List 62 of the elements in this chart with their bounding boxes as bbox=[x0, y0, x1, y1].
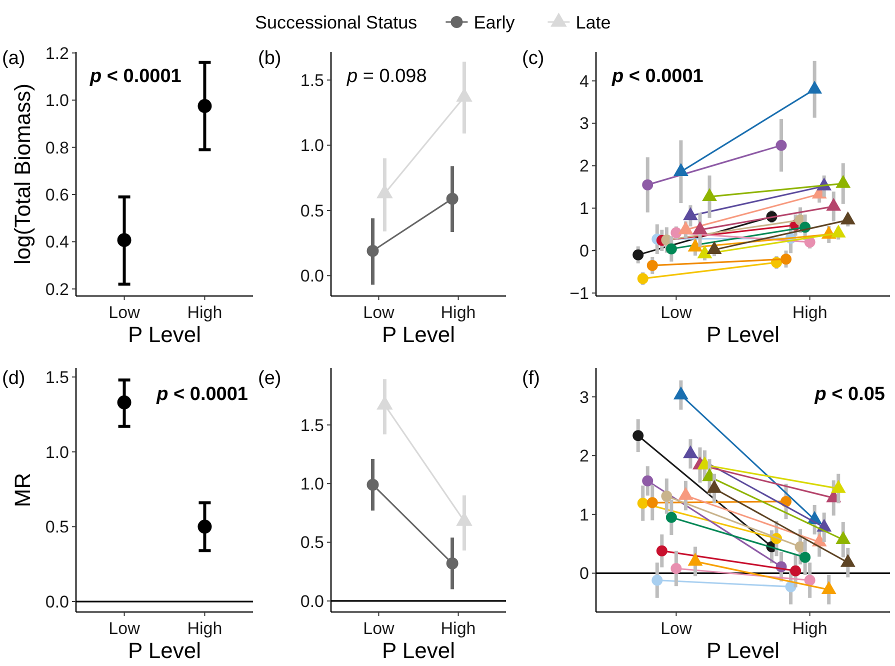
annotation: p < 0.0001 bbox=[611, 66, 704, 87]
x-tick-label: High bbox=[187, 619, 222, 638]
text: (f) bbox=[522, 368, 540, 389]
y-axis-title: MR bbox=[10, 472, 35, 508]
y-tick-label: 1.5 bbox=[300, 416, 324, 435]
x-tick-label: High bbox=[792, 619, 828, 638]
y-tick-label: 3 bbox=[580, 114, 589, 134]
x-axis-title: P Level bbox=[382, 322, 455, 347]
text: (e) bbox=[258, 368, 282, 389]
annotation: p < 0.0001 bbox=[156, 384, 248, 405]
y-tick-label: 0.6 bbox=[45, 185, 69, 204]
y-tick-label: 0.0 bbox=[300, 592, 324, 611]
text: (d) bbox=[2, 368, 26, 389]
y-tick-label: 1 bbox=[580, 199, 589, 218]
annotation: p < 0.05 bbox=[814, 384, 886, 405]
x-axis-title: P Level bbox=[382, 638, 455, 663]
y-tick-label: 0.0 bbox=[45, 592, 69, 612]
y-tick-label: 0.5 bbox=[300, 201, 324, 220]
legend-label: Early bbox=[474, 12, 515, 32]
x-tick-label: High bbox=[440, 303, 476, 322]
y-tick-label: 1.5 bbox=[45, 368, 69, 387]
x-tick-label: Low bbox=[108, 619, 141, 638]
y-tick-label: 0.2 bbox=[45, 280, 69, 299]
y-tick-label: 0.0 bbox=[300, 266, 324, 286]
y-tick-label: 1.0 bbox=[300, 474, 324, 494]
y-tick-label: 1 bbox=[580, 505, 589, 524]
x-tick-label: Low bbox=[660, 619, 692, 638]
y-tick-label: 2 bbox=[580, 446, 589, 466]
x-tick-label: High bbox=[187, 303, 222, 322]
y-tick-label: 1.0 bbox=[45, 91, 69, 110]
text: (b) bbox=[258, 48, 282, 69]
y-tick-label: 1.5 bbox=[300, 70, 324, 90]
annotation: p < 0.0001 bbox=[89, 66, 182, 87]
y-tick-label: 1.2 bbox=[45, 44, 69, 63]
y-tick-label: 1.0 bbox=[45, 442, 69, 462]
x-axis-title: P Level bbox=[706, 322, 780, 347]
y-axis-title: log(Total Biomass) bbox=[10, 84, 35, 264]
y-tick-label: 0 bbox=[580, 564, 589, 584]
y-tick-label: 1.0 bbox=[300, 136, 324, 156]
y-tick-label: 0.5 bbox=[45, 518, 69, 537]
legend-title: Successional Status bbox=[255, 12, 418, 32]
x-tick-label: High bbox=[792, 303, 828, 322]
y-tick-label: 0.5 bbox=[300, 533, 324, 552]
x-axis-title: P Level bbox=[128, 638, 201, 663]
x-tick-label: High bbox=[440, 619, 476, 638]
y-tick-label: 4 bbox=[580, 72, 589, 91]
y-tick-label: 0.4 bbox=[45, 232, 69, 252]
y-tick-label: −1 bbox=[570, 284, 589, 303]
y-tick-label: 3 bbox=[580, 388, 589, 407]
legend-label: Late bbox=[576, 12, 611, 32]
x-tick-label: Low bbox=[108, 303, 141, 322]
annotation: p = 0.098 bbox=[346, 66, 427, 87]
y-tick-label: 0 bbox=[580, 242, 589, 261]
x-axis-title: P Level bbox=[706, 638, 780, 663]
text: (a) bbox=[2, 48, 26, 69]
y-tick-label: 0.8 bbox=[45, 138, 69, 158]
x-tick-label: Low bbox=[363, 303, 396, 322]
x-axis-title: P Level bbox=[128, 322, 201, 347]
text: (c) bbox=[522, 48, 544, 69]
y-tick-label: 2 bbox=[580, 156, 589, 176]
x-tick-label: Low bbox=[660, 303, 692, 322]
x-tick-label: Low bbox=[363, 619, 396, 638]
